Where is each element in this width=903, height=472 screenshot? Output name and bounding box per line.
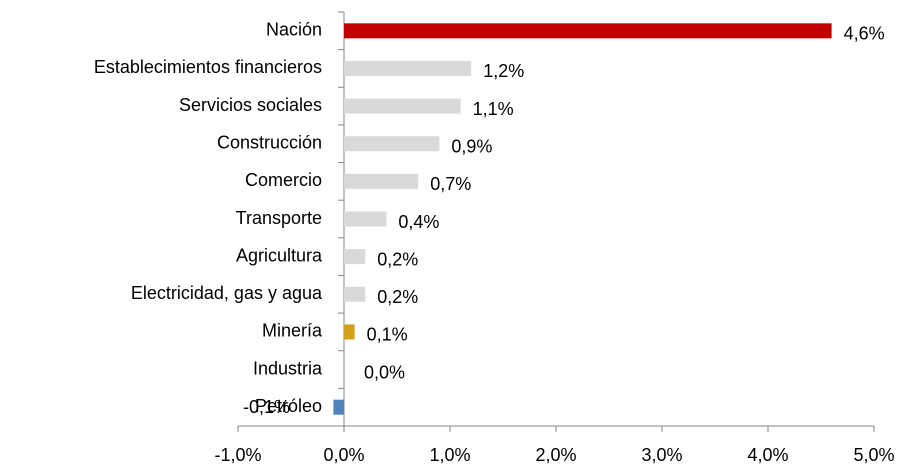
value-label: -0,1% xyxy=(243,397,290,417)
value-label: 0,2% xyxy=(377,287,418,307)
category-label: Electricidad, gas y agua xyxy=(131,283,323,303)
x-tick-label: 3,0% xyxy=(641,445,682,465)
x-tick-label: 0,0% xyxy=(323,445,364,465)
value-label: 1,1% xyxy=(473,99,514,119)
bar xyxy=(344,286,366,302)
bar xyxy=(344,173,419,189)
bar xyxy=(344,60,472,76)
bar xyxy=(344,211,387,227)
bar xyxy=(333,399,344,415)
category-label: Establecimientos financieros xyxy=(94,57,322,77)
bar xyxy=(344,136,440,152)
value-label: 0,1% xyxy=(367,325,408,345)
value-label: 0,4% xyxy=(398,212,439,232)
value-label: 0,0% xyxy=(364,362,405,382)
x-tick-label: -1,0% xyxy=(214,445,261,465)
bar xyxy=(344,23,832,39)
x-tick-label: 4,0% xyxy=(747,445,788,465)
value-label: 0,9% xyxy=(451,136,492,156)
value-label: 1,2% xyxy=(483,61,524,81)
category-label: Petróleo xyxy=(255,396,322,416)
category-label: Minería xyxy=(262,321,323,341)
value-label: 4,6% xyxy=(844,24,885,44)
category-label: Agricultura xyxy=(236,245,323,265)
x-tick-label: 1,0% xyxy=(429,445,470,465)
x-tick-label: 2,0% xyxy=(535,445,576,465)
value-label: 0,2% xyxy=(377,249,418,269)
category-label: Construcción xyxy=(217,132,322,152)
category-label: Comercio xyxy=(245,170,322,190)
x-tick-label: 5,0% xyxy=(853,445,894,465)
value-label: 0,7% xyxy=(430,174,471,194)
category-label: Servicios sociales xyxy=(179,95,322,115)
bar xyxy=(344,98,461,114)
bar xyxy=(344,249,366,265)
bar xyxy=(344,324,355,340)
category-label: Nación xyxy=(266,20,322,40)
category-label: Industria xyxy=(253,358,323,378)
category-label: Transporte xyxy=(236,208,322,228)
